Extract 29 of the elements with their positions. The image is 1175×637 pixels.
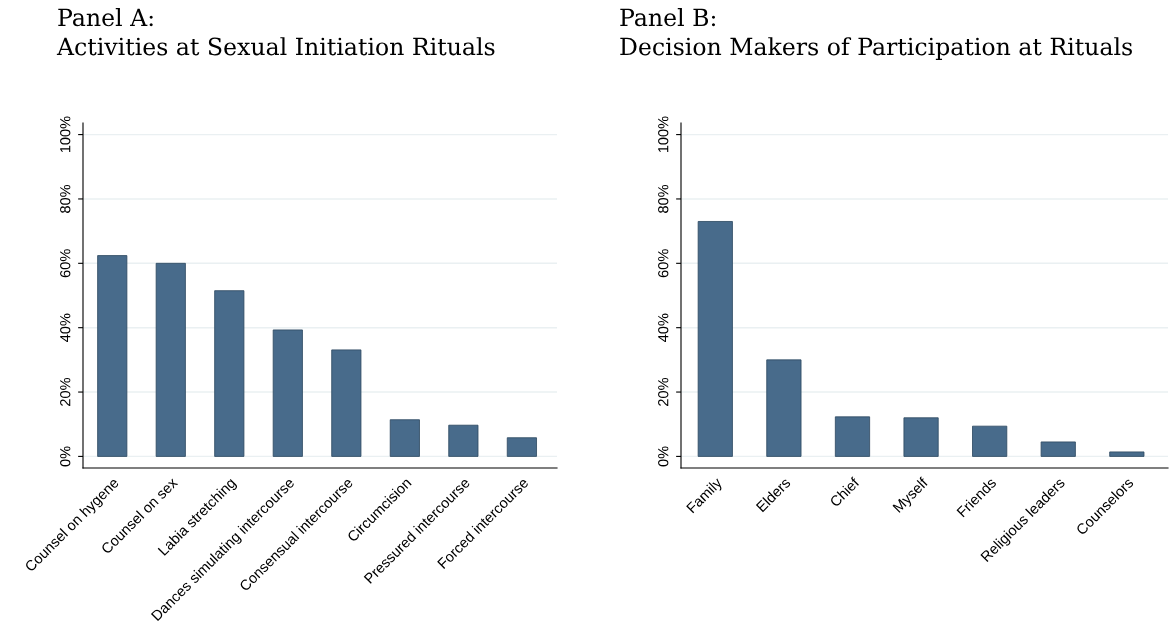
bar xyxy=(272,329,303,457)
bar xyxy=(972,425,1008,457)
bar xyxy=(903,417,939,457)
bar xyxy=(448,424,479,457)
y-tick-label: 40% xyxy=(60,313,71,342)
y-tick-label: 80% xyxy=(60,184,71,213)
y-tick-label: 20% xyxy=(60,377,71,406)
bar xyxy=(389,419,420,457)
bar xyxy=(1109,451,1145,457)
bar xyxy=(766,359,802,457)
chart-title: Panel A: Activities at Sexual Initiation Rituals xyxy=(56,8,495,56)
y-tick-label: 100% xyxy=(658,116,669,153)
bar xyxy=(155,262,186,457)
bar xyxy=(506,437,537,457)
y-tick-label: 0% xyxy=(60,446,71,467)
y-tick-label: 60% xyxy=(60,249,71,278)
bar xyxy=(697,221,733,457)
y-tick-label: 40% xyxy=(658,313,669,342)
y-tick-label: 100% xyxy=(60,116,71,153)
y-tick-label: 0% xyxy=(658,446,669,467)
y-tick-label: 80% xyxy=(658,184,669,213)
bar xyxy=(97,255,128,457)
y-tick-label: 60% xyxy=(658,249,669,278)
bar xyxy=(331,349,362,457)
bar xyxy=(214,290,245,457)
y-tick-label: 20% xyxy=(658,377,669,406)
bar xyxy=(1040,441,1076,457)
chart-title: Panel B: Decision Makers of Participation at Rituals xyxy=(620,8,1132,60)
bar xyxy=(834,416,871,457)
